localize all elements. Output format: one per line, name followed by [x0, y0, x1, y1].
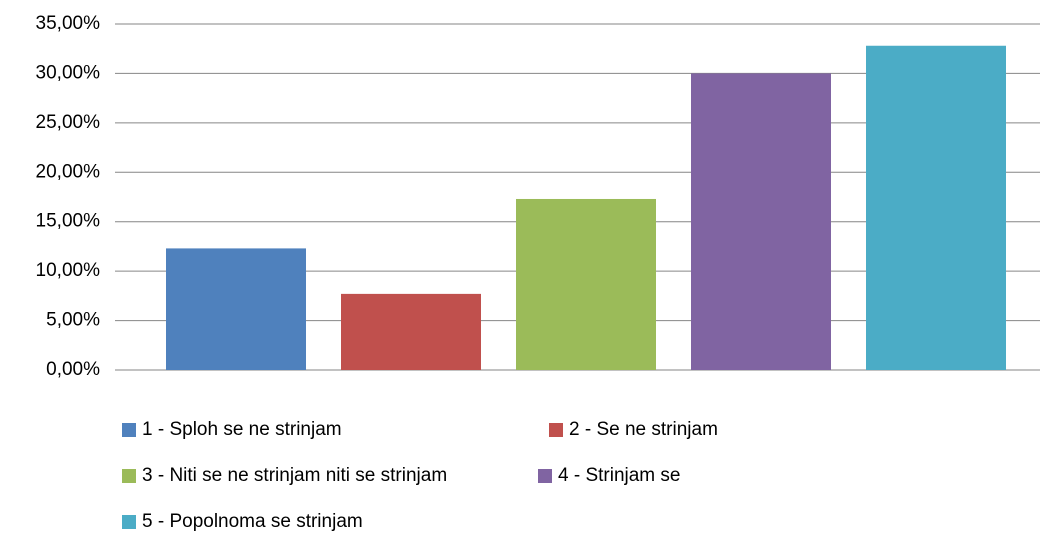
legend-swatch — [122, 423, 136, 437]
bar — [166, 248, 306, 370]
y-tick-label: 10,00% — [36, 260, 101, 281]
legend-label: 4 - Strinjam se — [558, 465, 680, 486]
bar — [516, 198, 656, 370]
bar — [866, 45, 1006, 371]
legend-swatch — [122, 469, 136, 483]
y-tick-label: 30,00% — [36, 62, 101, 83]
y-tick-label: 5,00% — [46, 310, 100, 331]
legend-swatch — [122, 515, 136, 529]
legend-label: 5 - Popolnoma se strinjam — [142, 511, 363, 532]
legend-label: 3 - Niti se ne strinjam niti se strinjam — [142, 465, 447, 486]
bar — [341, 293, 481, 370]
legend-label: 1 - Sploh se ne strinjam — [142, 419, 342, 440]
legend-swatch — [538, 469, 552, 483]
y-tick-label: 25,00% — [36, 112, 101, 133]
y-tick-label: 0,00% — [46, 359, 100, 380]
y-tick-label: 15,00% — [36, 211, 101, 232]
y-tick-label: 35,00% — [36, 13, 101, 34]
bar — [691, 73, 831, 370]
legend-label: 2 - Se ne strinjam — [569, 419, 718, 440]
legend-swatch — [549, 423, 563, 437]
y-tick-label: 20,00% — [36, 161, 101, 182]
